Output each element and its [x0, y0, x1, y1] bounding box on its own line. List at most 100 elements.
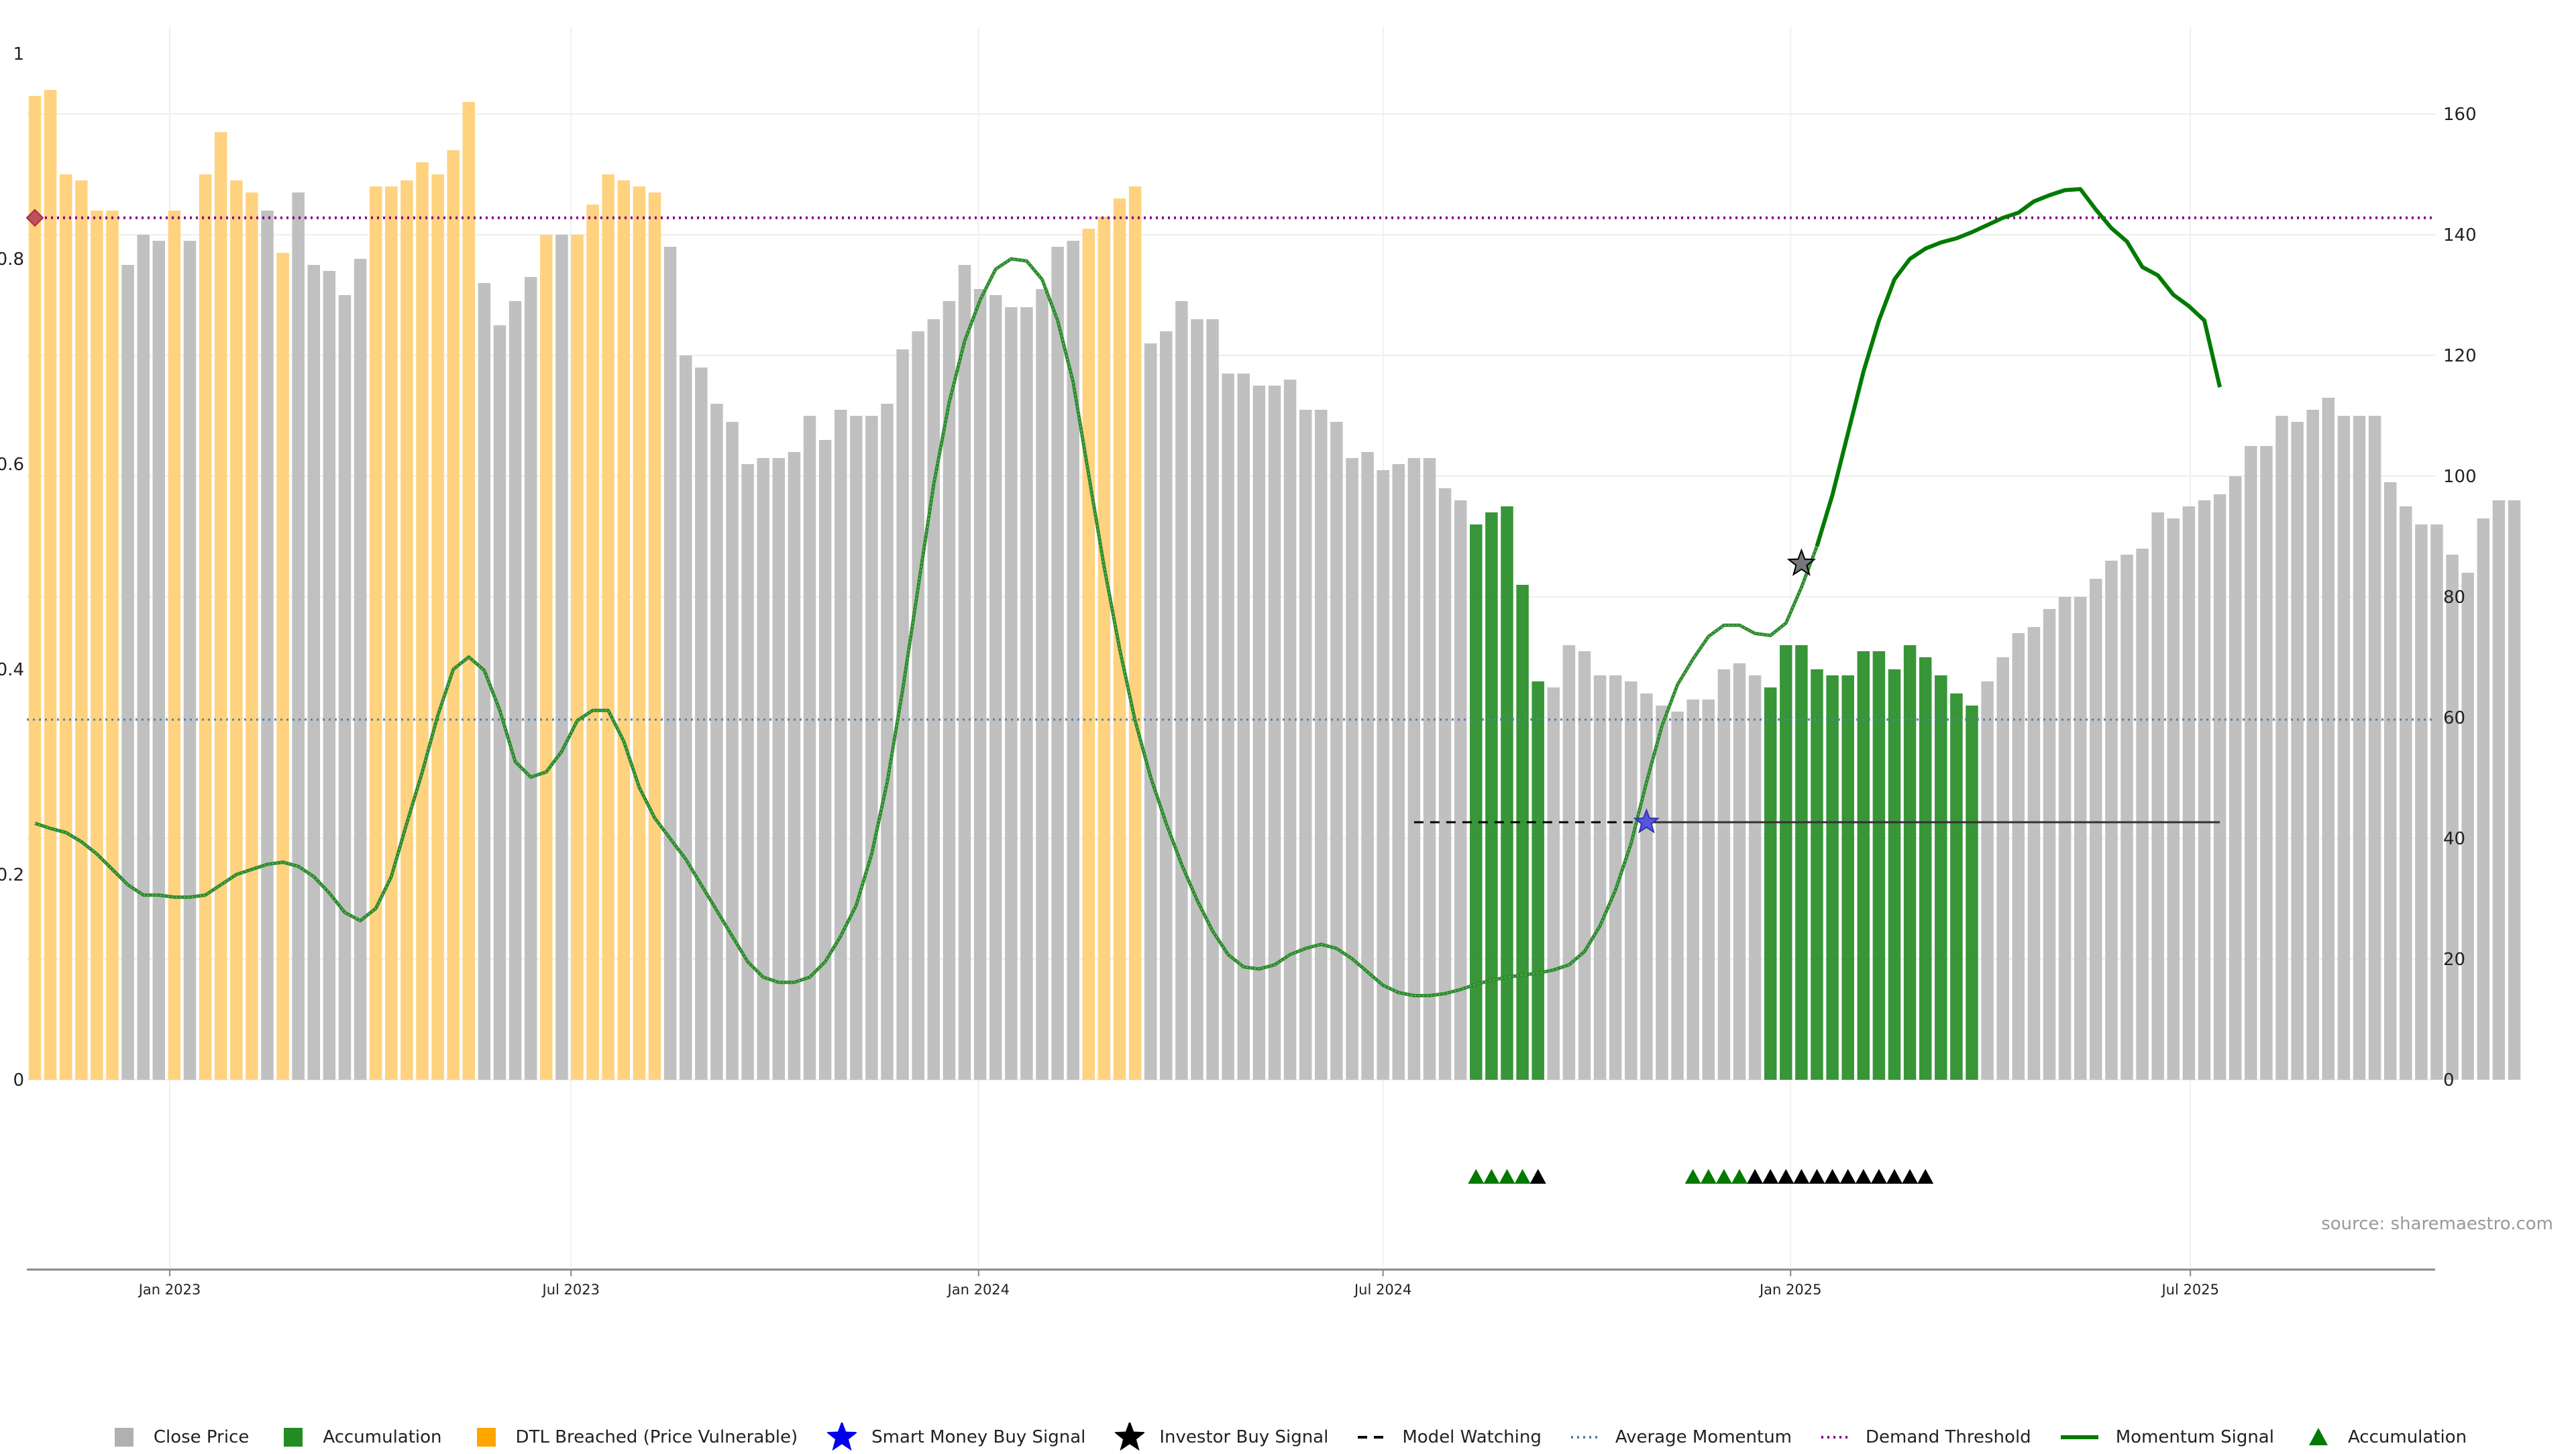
bar-dtl-breached	[214, 132, 227, 1080]
legend-item: Investor Buy Signal	[1115, 1422, 1328, 1452]
bar-close-price	[2105, 561, 2118, 1080]
right-axis-tick-label: 20	[2443, 950, 2465, 970]
left-axis-tick-label: 0.4	[0, 660, 24, 680]
bar-dtl-breached	[230, 180, 243, 1080]
bar-close-price	[1206, 319, 1219, 1080]
legend-label: Demand Threshold	[1866, 1427, 2031, 1447]
legend-swatch	[827, 1422, 857, 1451]
bar-accumulation	[1532, 681, 1544, 1080]
legend-swatch	[1358, 1436, 1388, 1439]
bar-close-price	[1237, 374, 1250, 1080]
bar-dtl-breached	[246, 192, 258, 1080]
lines-layer	[27, 187, 2435, 997]
bar-close-price	[989, 295, 1002, 1080]
accumulation-triangle	[1514, 1169, 1531, 1184]
bar-close-price	[757, 458, 769, 1080]
bar-close-price	[850, 416, 863, 1080]
legend-item: DTL Breached (Price Vulnerable)	[472, 1422, 798, 1452]
bar-close-price	[2136, 549, 2149, 1080]
bar-close-price	[1609, 675, 1622, 1080]
x-axis-tick-label: Jan 2025	[1758, 1282, 1822, 1298]
legend-label: Model Watching	[1402, 1427, 1542, 1447]
bar-close-price	[1625, 681, 1638, 1080]
bar-dtl-breached	[571, 235, 584, 1080]
bar-close-price	[772, 458, 786, 1080]
bar-close-price	[958, 265, 971, 1080]
legend-swatch-square	[284, 1428, 303, 1447]
bar-close-price	[292, 192, 305, 1080]
bar-close-price	[1175, 301, 1188, 1080]
bar-close-price	[803, 416, 816, 1080]
bar-close-price	[1020, 307, 1033, 1080]
bar-close-price	[2461, 573, 2474, 1080]
bar-close-price	[1330, 422, 1343, 1080]
legend-item: Demand Threshold	[1821, 1422, 2031, 1452]
bar-accumulation	[1780, 645, 1792, 1080]
bar-close-price	[2306, 410, 2319, 1080]
accumulation-triangle	[1778, 1169, 1794, 1184]
bar-close-price	[973, 289, 987, 1080]
bar-close-price	[1268, 386, 1281, 1080]
bar-close-price	[2213, 494, 2226, 1080]
legend-item: Momentum Signal	[2060, 1422, 2274, 1452]
bar-close-price	[2229, 476, 2242, 1080]
left-axis-tick-label: 0.2	[0, 865, 24, 885]
bar-close-price	[741, 464, 754, 1080]
x-axis-tick-label: Jan 2024	[947, 1282, 1010, 1298]
left-axis-tick-label: 0	[13, 1070, 24, 1090]
bar-close-price	[2275, 416, 2288, 1080]
bar-close-price	[2198, 500, 2211, 1080]
accumulation-triangle	[1529, 1169, 1546, 1184]
accumulation-triangle	[1839, 1169, 1856, 1184]
left-axis-tick-label: 0.8	[0, 249, 24, 270]
accumulation-triangle	[1886, 1169, 1902, 1184]
momentum-signal-strong-line	[1815, 187, 2222, 547]
bar-close-price	[710, 404, 723, 1080]
bar-close-price	[1160, 331, 1173, 1080]
bar-close-price	[927, 319, 941, 1080]
bar-close-price	[1671, 712, 1684, 1080]
bar-close-price	[524, 277, 537, 1080]
legend-swatch	[2060, 1435, 2098, 1439]
bar-close-price	[788, 452, 801, 1080]
bar-close-price	[2368, 416, 2381, 1080]
legend-label: Close Price	[153, 1427, 250, 1447]
right-axis-tick-label: 40	[2443, 829, 2465, 849]
bar-dtl-breached	[199, 174, 212, 1080]
bar-accumulation	[1826, 675, 1839, 1080]
right-axis-tick-label: 0	[2443, 1070, 2455, 1090]
bar-close-price	[2446, 555, 2459, 1080]
accumulation-triangle	[1499, 1169, 1515, 1184]
bar-close-price	[2167, 518, 2180, 1080]
bar-close-price	[2043, 609, 2056, 1080]
right-axis-tick-label: 100	[2443, 467, 2477, 487]
bar-close-price	[2245, 446, 2257, 1080]
bar-close-price	[338, 295, 352, 1080]
x-axis-tick-label: Jul 2023	[541, 1282, 600, 1298]
legend-swatch	[1570, 1436, 1601, 1439]
bar-close-price	[1005, 307, 1018, 1080]
bar-close-price	[2121, 555, 2133, 1080]
bar-close-price	[881, 404, 894, 1080]
left-axis-tick-label: 1	[13, 44, 24, 64]
bar-close-price	[695, 368, 708, 1080]
legend-swatch-square	[476, 1428, 496, 1447]
bar-dtl-breached	[1128, 186, 1142, 1080]
accumulation-triangle	[1917, 1169, 1934, 1184]
accumulation-triangle	[1824, 1169, 1841, 1184]
bar-close-price	[2415, 524, 2428, 1080]
bar-accumulation	[1919, 657, 1932, 1080]
bar-close-price	[323, 271, 336, 1080]
bar-close-price	[1067, 241, 1079, 1080]
bar-close-price	[1733, 663, 1746, 1080]
bar-accumulation	[1841, 675, 1854, 1080]
x-axis-tick-label: Jul 2025	[2160, 1282, 2218, 1298]
bar-dtl-breached	[276, 253, 289, 1080]
bar-accumulation	[1950, 693, 1963, 1080]
bar-close-price	[2322, 398, 2335, 1080]
accumulation-triangle	[1468, 1169, 1485, 1184]
right-axis-tick-label: 80	[2443, 588, 2465, 608]
bar-close-price	[1702, 700, 1715, 1080]
